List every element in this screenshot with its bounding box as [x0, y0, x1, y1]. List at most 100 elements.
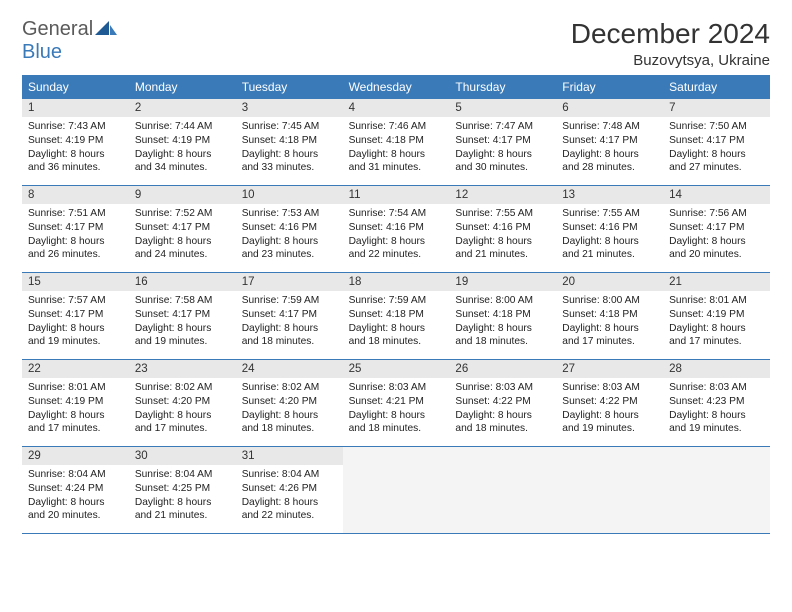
daylight-line: Daylight: 8 hours and 17 minutes.	[28, 409, 123, 437]
day-cell-2: 2Sunrise: 7:44 AMSunset: 4:19 PMDaylight…	[129, 99, 236, 185]
sunrise-line: Sunrise: 7:48 AM	[562, 120, 657, 134]
sunset-line: Sunset: 4:17 PM	[455, 134, 550, 148]
day-details: Sunrise: 7:53 AMSunset: 4:16 PMDaylight:…	[236, 204, 343, 262]
daylight-line: Daylight: 8 hours and 33 minutes.	[242, 148, 337, 176]
day-header-saturday: Saturday	[663, 75, 770, 99]
daylight-line: Daylight: 8 hours and 18 minutes.	[349, 322, 444, 350]
day-cell-5: 5Sunrise: 7:47 AMSunset: 4:17 PMDaylight…	[449, 99, 556, 185]
sunrise-line: Sunrise: 7:59 AM	[242, 294, 337, 308]
weeks-container: 1Sunrise: 7:43 AMSunset: 4:19 PMDaylight…	[22, 99, 770, 534]
week-row: 1Sunrise: 7:43 AMSunset: 4:19 PMDaylight…	[22, 99, 770, 186]
day-number: 25	[343, 360, 450, 378]
week-row: 15Sunrise: 7:57 AMSunset: 4:17 PMDayligh…	[22, 273, 770, 360]
daylight-line: Daylight: 8 hours and 19 minutes.	[669, 409, 764, 437]
sunrise-line: Sunrise: 8:04 AM	[242, 468, 337, 482]
day-number: 24	[236, 360, 343, 378]
empty-cell	[343, 447, 450, 533]
day-number	[343, 447, 450, 453]
month-title: December 2024	[571, 18, 770, 50]
day-number: 23	[129, 360, 236, 378]
day-details: Sunrise: 8:03 AMSunset: 4:23 PMDaylight:…	[663, 378, 770, 436]
sunset-line: Sunset: 4:22 PM	[455, 395, 550, 409]
sunset-line: Sunset: 4:21 PM	[349, 395, 444, 409]
sunset-line: Sunset: 4:18 PM	[455, 308, 550, 322]
day-number: 13	[556, 186, 663, 204]
day-header-tuesday: Tuesday	[236, 75, 343, 99]
sunrise-line: Sunrise: 7:55 AM	[562, 207, 657, 221]
header: General Blue December 2024 Buzovytsya, U…	[22, 18, 770, 69]
sunrise-line: Sunrise: 8:01 AM	[669, 294, 764, 308]
daylight-line: Daylight: 8 hours and 18 minutes.	[455, 322, 550, 350]
sunset-line: Sunset: 4:16 PM	[455, 221, 550, 235]
sunrise-line: Sunrise: 8:03 AM	[669, 381, 764, 395]
location: Buzovytsya, Ukraine	[571, 52, 770, 69]
day-cell-19: 19Sunrise: 8:00 AMSunset: 4:18 PMDayligh…	[449, 273, 556, 359]
day-number: 12	[449, 186, 556, 204]
day-cell-14: 14Sunrise: 7:56 AMSunset: 4:17 PMDayligh…	[663, 186, 770, 272]
sunset-line: Sunset: 4:19 PM	[669, 308, 764, 322]
day-number: 20	[556, 273, 663, 291]
day-number: 19	[449, 273, 556, 291]
day-number: 1	[22, 99, 129, 117]
sunset-line: Sunset: 4:18 PM	[349, 308, 444, 322]
day-cell-29: 29Sunrise: 8:04 AMSunset: 4:24 PMDayligh…	[22, 447, 129, 533]
day-number: 10	[236, 186, 343, 204]
day-details: Sunrise: 7:45 AMSunset: 4:18 PMDaylight:…	[236, 117, 343, 175]
sunrise-line: Sunrise: 7:54 AM	[349, 207, 444, 221]
daylight-line: Daylight: 8 hours and 21 minutes.	[455, 235, 550, 263]
daylight-line: Daylight: 8 hours and 23 minutes.	[242, 235, 337, 263]
day-number: 8	[22, 186, 129, 204]
day-cell-12: 12Sunrise: 7:55 AMSunset: 4:16 PMDayligh…	[449, 186, 556, 272]
day-details: Sunrise: 8:01 AMSunset: 4:19 PMDaylight:…	[663, 291, 770, 349]
day-header-wednesday: Wednesday	[343, 75, 450, 99]
sunset-line: Sunset: 4:25 PM	[135, 482, 230, 496]
day-header-friday: Friday	[556, 75, 663, 99]
day-number: 14	[663, 186, 770, 204]
daylight-line: Daylight: 8 hours and 17 minutes.	[562, 322, 657, 350]
day-cell-8: 8Sunrise: 7:51 AMSunset: 4:17 PMDaylight…	[22, 186, 129, 272]
day-number: 2	[129, 99, 236, 117]
day-details: Sunrise: 7:58 AMSunset: 4:17 PMDaylight:…	[129, 291, 236, 349]
day-details: Sunrise: 8:04 AMSunset: 4:24 PMDaylight:…	[22, 465, 129, 523]
day-cell-28: 28Sunrise: 8:03 AMSunset: 4:23 PMDayligh…	[663, 360, 770, 446]
sunset-line: Sunset: 4:18 PM	[349, 134, 444, 148]
week-row: 8Sunrise: 7:51 AMSunset: 4:17 PMDaylight…	[22, 186, 770, 273]
day-cell-6: 6Sunrise: 7:48 AMSunset: 4:17 PMDaylight…	[556, 99, 663, 185]
sunset-line: Sunset: 4:18 PM	[562, 308, 657, 322]
sunset-line: Sunset: 4:18 PM	[242, 134, 337, 148]
day-details: Sunrise: 7:55 AMSunset: 4:16 PMDaylight:…	[556, 204, 663, 262]
day-details: Sunrise: 7:52 AMSunset: 4:17 PMDaylight:…	[129, 204, 236, 262]
day-cell-11: 11Sunrise: 7:54 AMSunset: 4:16 PMDayligh…	[343, 186, 450, 272]
day-number: 22	[22, 360, 129, 378]
day-header-monday: Monday	[129, 75, 236, 99]
sunset-line: Sunset: 4:17 PM	[28, 221, 123, 235]
daylight-line: Daylight: 8 hours and 22 minutes.	[242, 496, 337, 524]
day-details: Sunrise: 8:03 AMSunset: 4:22 PMDaylight:…	[449, 378, 556, 436]
logo-text-blue: Blue	[22, 41, 62, 63]
week-row: 22Sunrise: 8:01 AMSunset: 4:19 PMDayligh…	[22, 360, 770, 447]
day-cell-9: 9Sunrise: 7:52 AMSunset: 4:17 PMDaylight…	[129, 186, 236, 272]
sunset-line: Sunset: 4:17 PM	[562, 134, 657, 148]
day-cell-18: 18 Sunrise: 7:59 AMSunset: 4:18 PMDayligh…	[343, 273, 450, 359]
sunset-line: Sunset: 4:16 PM	[562, 221, 657, 235]
day-number: 30	[129, 447, 236, 465]
day-number: 18	[343, 273, 450, 291]
sunset-line: Sunset: 4:16 PM	[242, 221, 337, 235]
sunrise-line: Sunrise: 8:01 AM	[28, 381, 123, 395]
day-cell-26: 26Sunrise: 8:03 AMSunset: 4:22 PMDayligh…	[449, 360, 556, 446]
daylight-line: Daylight: 8 hours and 20 minutes.	[28, 496, 123, 524]
empty-cell	[449, 447, 556, 533]
day-details: Sunrise: 7:51 AMSunset: 4:17 PMDaylight:…	[22, 204, 129, 262]
day-cell-24: 24Sunrise: 8:02 AMSunset: 4:20 PMDayligh…	[236, 360, 343, 446]
sunrise-line: Sunrise: 7:52 AM	[135, 207, 230, 221]
sunrise-line: Sunrise: 8:02 AM	[135, 381, 230, 395]
day-number: 16	[129, 273, 236, 291]
day-cell-30: 30Sunrise: 8:04 AMSunset: 4:25 PMDayligh…	[129, 447, 236, 533]
sunset-line: Sunset: 4:19 PM	[28, 395, 123, 409]
sunset-line: Sunset: 4:17 PM	[135, 221, 230, 235]
day-details: Sunrise: 7:47 AMSunset: 4:17 PMDaylight:…	[449, 117, 556, 175]
daylight-line: Daylight: 8 hours and 27 minutes.	[669, 148, 764, 176]
sunset-line: Sunset: 4:17 PM	[28, 308, 123, 322]
sunrise-line: Sunrise: 8:04 AM	[28, 468, 123, 482]
sunrise-line: Sunrise: 7:59 AM	[349, 294, 444, 308]
